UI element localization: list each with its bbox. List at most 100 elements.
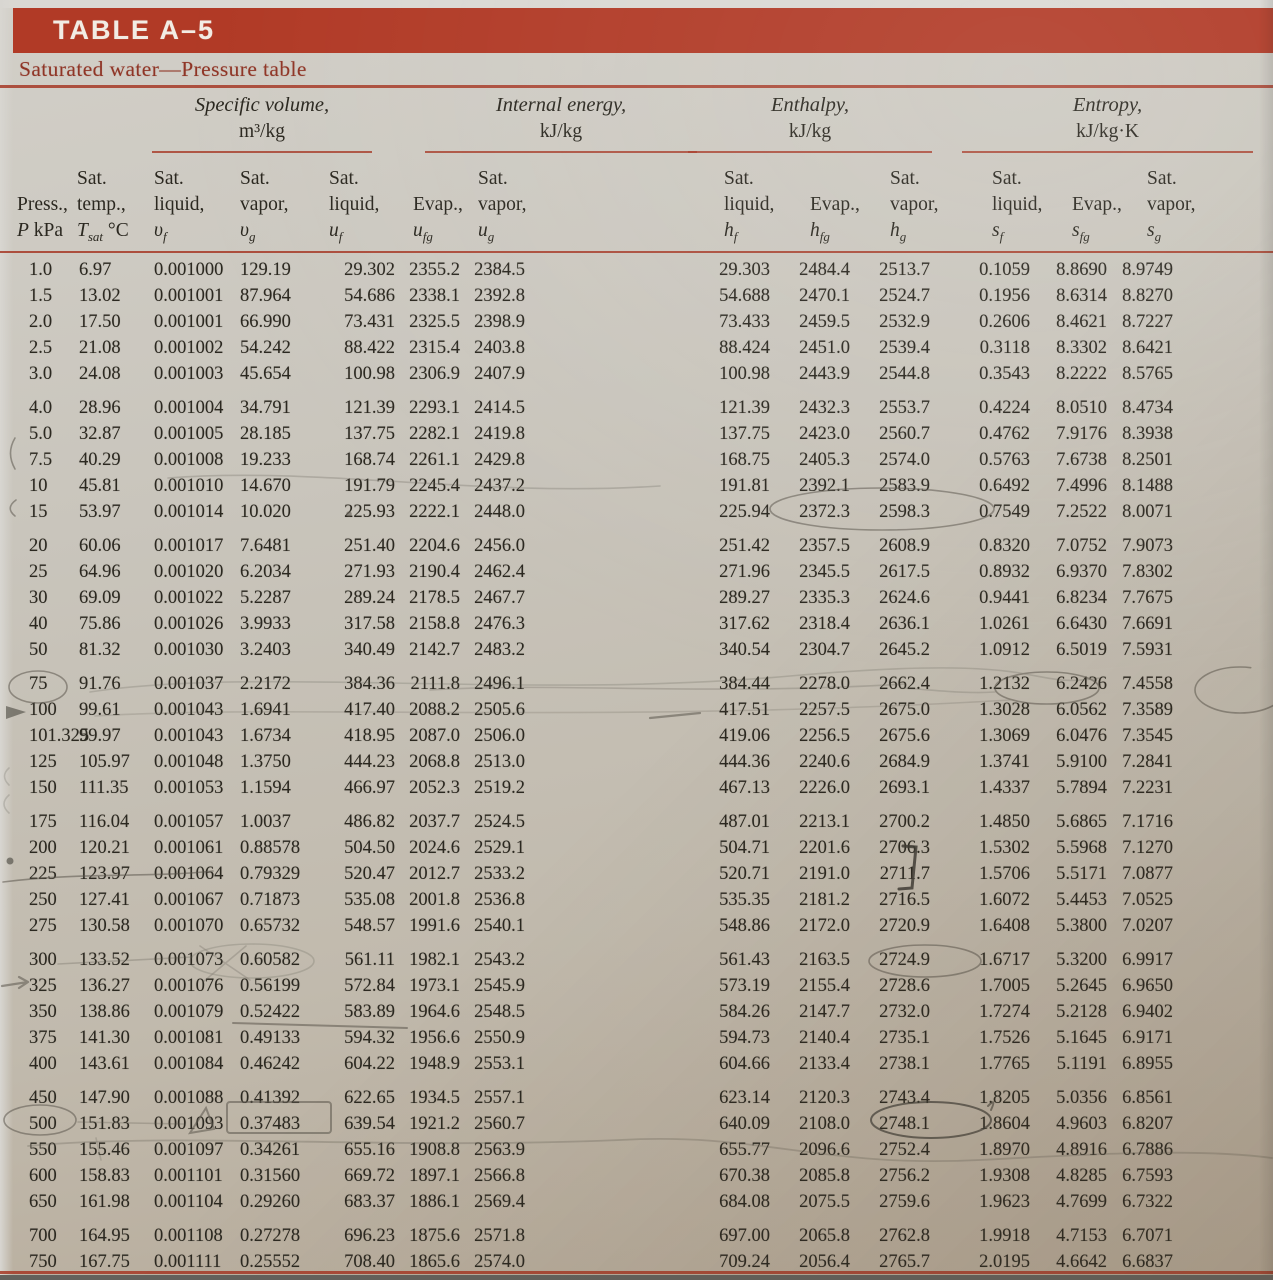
table-cell: 0.001084: [154, 1054, 224, 1074]
table-cell: 2533.2: [474, 864, 525, 884]
table-cell: 2147.7: [799, 1002, 850, 1022]
table-cell: 1.3741: [979, 752, 1030, 772]
table-cell: 15: [29, 502, 48, 522]
table-row: 15 53.97 0.001014 10.020 225.93 2222.1 2448.0 2…: [13, 499, 1175, 525]
column-gap: [527, 499, 682, 525]
table-cell: 0.001003: [154, 364, 224, 384]
table-row: 550 155.46 0.001097 0.34261 655.16 1908.8 2563…: [13, 1137, 1175, 1163]
table-cell: 2496.1: [474, 674, 525, 694]
column-gap: [527, 999, 682, 1025]
table-cell: 69.09: [79, 588, 121, 608]
table-cell: 0.88578: [240, 838, 301, 858]
scan-left-edge: [0, 0, 13, 1280]
table-cell: 1973.1: [409, 976, 460, 996]
table-cell: 487.01: [719, 812, 770, 832]
table-cell: 143.61: [79, 1054, 130, 1074]
table-cell: 2437.2: [474, 476, 525, 496]
table-cell: 6.2426: [1056, 674, 1107, 694]
table-cell: 2732.0: [879, 1002, 930, 1022]
table-cell: 66.990: [240, 312, 291, 332]
table-cell: 8.6421: [1122, 338, 1173, 358]
table-row: 30 69.09 0.001022 5.2287 289.24 2178.5 2467.7 2…: [13, 585, 1175, 611]
table-row: 5.0 32.87 0.001005 28.185 137.75 2282.1 2419.8…: [13, 421, 1175, 447]
table-cell: 2429.8: [474, 450, 525, 470]
table-cell: 2.0: [29, 312, 53, 332]
table-cell: 6.7593: [1122, 1166, 1173, 1186]
table-cell: 7.6481: [240, 536, 291, 556]
table-cell: 2355.2: [409, 260, 460, 280]
table-row: 20 60.06 0.001017 7.6481 251.40 2204.6 2456.0 2…: [13, 533, 1175, 559]
table-row: 325 136.27 0.001076 0.56199 572.84 1973.1 2545…: [13, 973, 1175, 999]
table-cell: 1.7526: [979, 1028, 1030, 1048]
table-cell: 2075.5: [799, 1192, 850, 1212]
table-cell: 158.83: [79, 1166, 130, 1186]
table-cell: 2037.7: [409, 812, 460, 832]
column-group-headers: Specific volume, m³/kg Internal energy, …: [13, 92, 1253, 153]
table-cell: 5.0356: [1056, 1088, 1107, 1108]
table-cell: 0.001088: [154, 1088, 224, 1108]
table-cell: 137.75: [344, 424, 395, 444]
table-cell: 317.62: [719, 614, 770, 634]
table-cell: 2158.8: [409, 614, 460, 634]
table-row: 300 133.52 0.001073 0.60582 561.11 1982.1 2543…: [13, 947, 1175, 973]
table-cell: 3.9933: [240, 614, 291, 634]
table-cell: 5.5968: [1056, 838, 1107, 858]
table-cell: 2560.7: [879, 424, 930, 444]
column-header-vg: Sat. vapor, υg: [240, 168, 289, 244]
table-cell: 350: [29, 1002, 57, 1022]
table-cell: 7.9073: [1122, 536, 1173, 556]
table-cell: 2684.9: [879, 752, 930, 772]
table-cell: 0.001101: [154, 1166, 223, 1186]
table-row: 600 158.83 0.001101 0.31560 669.72 1897.1 2566…: [13, 1163, 1175, 1189]
table-cell: 2553.7: [879, 398, 930, 418]
table-cell: 116.04: [79, 812, 130, 832]
scan-right-edge: [1259, 0, 1273, 1280]
table-cell: 684.08: [719, 1192, 770, 1212]
subtitle-rule: [0, 85, 1273, 88]
table-cell: 29.303: [719, 260, 770, 280]
table-cell: 1.8205: [979, 1088, 1030, 1108]
table-cell: 655.77: [719, 1140, 770, 1160]
table-row: 7.5 40.29 0.001008 19.233 168.74 2261.1 2429.8…: [13, 447, 1175, 473]
table-row: 100 99.61 0.001043 1.6941 417.40 2088.2 2505.6…: [13, 697, 1175, 723]
table-cell: 5.0: [29, 424, 53, 444]
table-cell: 6.5019: [1056, 640, 1107, 660]
table-cell: 2140.4: [799, 1028, 850, 1048]
table-cell: 650: [29, 1192, 57, 1212]
table-cell: 29.302: [344, 260, 395, 280]
table-row: 350 138.86 0.001079 0.52422 583.89 1964.6 2548…: [13, 999, 1175, 1025]
table-cell: 2024.6: [409, 838, 460, 858]
column-gap: [527, 1051, 682, 1077]
table-cell: 0.31560: [240, 1166, 301, 1186]
table-cell: 696.23: [344, 1226, 395, 1246]
table-cell: 7.8302: [1122, 562, 1173, 582]
table-cell: 0.001067: [154, 890, 224, 910]
table-cell: 0.001053: [154, 778, 224, 798]
table-cell: 3.0: [29, 364, 53, 384]
table-cell: 2065.8: [799, 1226, 850, 1246]
column-gap: [527, 809, 682, 835]
column-gap: [527, 887, 682, 913]
table-cell: 28.96: [79, 398, 121, 418]
table-cell: 670.38: [719, 1166, 770, 1186]
table-cell: 87.964: [240, 286, 291, 306]
table-cell: 0.7549: [979, 502, 1030, 522]
table-cell: 2716.5: [879, 890, 930, 910]
table-cell: 5.1645: [1056, 1028, 1107, 1048]
table-cell: 8.7227: [1122, 312, 1173, 332]
table-cell: 6.0476: [1056, 726, 1107, 746]
table-cell: 73.433: [719, 312, 770, 332]
table-cell: 600: [29, 1166, 57, 1186]
table-cell: 2261.1: [409, 450, 460, 470]
table-cell: 0.001008: [154, 450, 224, 470]
table-cell: 275: [29, 916, 57, 936]
table-cell: 6.8955: [1122, 1054, 1173, 1074]
table-cell: 225: [29, 864, 57, 884]
table-cell: 2306.9: [409, 364, 460, 384]
table-cell: 584.26: [719, 1002, 770, 1022]
table-cell: 0.9441: [979, 588, 1030, 608]
table-cell: 0.001061: [154, 838, 224, 858]
table-row: 150 111.35 0.001053 1.1594 466.97 2052.3 2519.…: [13, 775, 1175, 801]
table-cell: 2484.4: [799, 260, 850, 280]
table-cell: 0.001043: [154, 700, 224, 720]
